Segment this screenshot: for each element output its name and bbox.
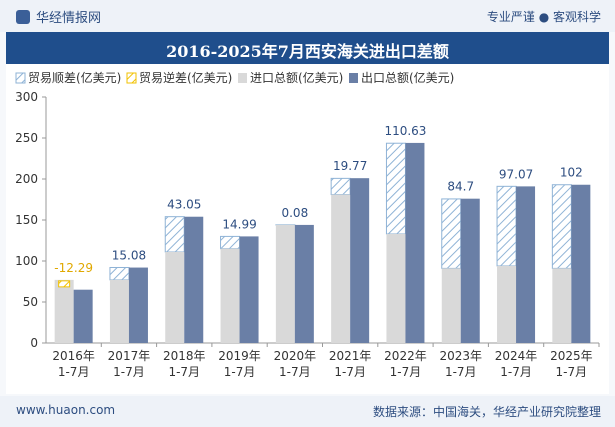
legend-label-2: 进口总额(亿美元) — [250, 70, 343, 85]
surplus-bar-9 — [551, 184, 572, 269]
footer-bar: www.huaon.com 数据来源：中国海关，华经产业研究院整理 — [0, 396, 615, 427]
balance-label-5: 19.77 — [333, 159, 367, 173]
bar-chart: 贸易顺差(亿美元) 贸易逆差(亿美元) 进口总额(亿美元) 出口总额(亿美元) 0 50 1… — [15, 70, 600, 379]
export-bar-9 — [571, 184, 591, 343]
balance-label-3: 14.99 — [222, 217, 256, 231]
deficit-bar-0 — [58, 280, 71, 288]
title-bar: 2016-2025年7月西安海关进出口差额 — [6, 32, 609, 64]
legend-label-1: 贸易逆差(亿美元) — [139, 70, 232, 85]
export-bar-0 — [73, 289, 93, 343]
footer-source: 数据来源：中国海关，华经产业研究院整理 — [372, 405, 601, 419]
y-tick-label-50: 50 — [23, 295, 38, 309]
export-bar-6 — [405, 142, 425, 343]
x-label-year-7: 2023年 — [439, 349, 482, 363]
export-bar-3 — [239, 236, 259, 343]
x-label-period-6: 1-7月 — [390, 365, 422, 379]
legend-swatch-1 — [126, 72, 137, 84]
y-tick-label-250: 250 — [15, 131, 38, 145]
footer-site: www.huaon.com — [16, 403, 116, 417]
x-label-year-0: 2016年 — [52, 349, 95, 363]
import-bar-6 — [386, 233, 406, 343]
top-bar: 华经情报网 专业严谨 ● 客观科学 — [0, 0, 615, 32]
export-bar-2 — [184, 216, 204, 343]
x-label-period-1: 1-7月 — [113, 365, 145, 379]
tagline: 专业严谨 ● 客观科学 — [486, 10, 601, 24]
brand-logo-icon — [16, 10, 30, 24]
import-bar-9 — [552, 268, 572, 343]
balance-label-6: 110.63 — [384, 124, 426, 138]
balance-label-9: 102 — [560, 166, 583, 180]
x-label-period-5: 1-7月 — [334, 365, 366, 379]
surplus-bar-3 — [220, 235, 241, 250]
x-label-year-8: 2024年 — [495, 349, 538, 363]
y-tick-label-150: 150 — [15, 213, 38, 227]
brand: 华经情报网 — [16, 7, 101, 26]
legend-swatch-0 — [15, 72, 26, 84]
x-label-year-1: 2017年 — [108, 349, 151, 363]
chart-area: 贸易顺差(亿美元) 贸易逆差(亿美元) 进口总额(亿美元) 出口总额(亿美元) 0 50 1… — [6, 64, 609, 394]
x-label-year-5: 2021年 — [329, 349, 372, 363]
y-tick-label-100: 100 — [15, 254, 38, 268]
x-label-year-3: 2019年 — [218, 349, 261, 363]
surplus-bar-7 — [441, 198, 462, 269]
x-label-period-9: 1-7月 — [556, 365, 588, 379]
x-label-period-0: 1-7月 — [58, 365, 90, 379]
x-label-year-4: 2020年 — [274, 349, 317, 363]
x-label-year-6: 2022年 — [384, 349, 427, 363]
export-bar-4 — [294, 224, 314, 343]
export-bar-1 — [128, 267, 148, 343]
x-label-year-9: 2025年 — [550, 349, 593, 363]
brand-name: 华经情报网 — [36, 11, 102, 26]
balance-label-4: 0.08 — [281, 206, 308, 220]
y-tick-label-200: 200 — [15, 172, 38, 186]
import-bar-1 — [109, 279, 129, 343]
surplus-bar-6 — [385, 142, 406, 235]
import-bar-3 — [220, 248, 240, 343]
surplus-bar-1 — [109, 266, 130, 281]
import-bar-0 — [54, 279, 74, 343]
import-bar-2 — [165, 251, 185, 343]
legend-swatch-3 — [349, 73, 358, 83]
x-label-period-2: 1-7月 — [168, 365, 200, 379]
import-bar-7 — [441, 268, 461, 343]
chart-title: 2016-2025年7月西安海关进出口差额 — [166, 42, 449, 61]
x-label-year-2: 2018年 — [163, 349, 206, 363]
surplus-bar-2 — [164, 216, 185, 253]
y-tick-label-0: 0 — [30, 336, 38, 350]
surplus-bar-8 — [496, 185, 517, 267]
balance-label-1: 15.08 — [112, 248, 146, 262]
surplus-bar-5 — [330, 177, 351, 196]
import-bar-5 — [331, 194, 351, 343]
x-label-period-7: 1-7月 — [445, 365, 477, 379]
export-bar-7 — [460, 198, 480, 343]
balance-label-2: 43.05 — [167, 198, 201, 212]
balance-label-8: 97.07 — [499, 167, 533, 181]
import-bar-8 — [497, 265, 517, 343]
x-label-period-3: 1-7月 — [224, 365, 256, 379]
x-label-period-4: 1-7月 — [279, 365, 311, 379]
legend-label-0: 贸易顺差(亿美元) — [28, 70, 121, 85]
x-label-period-8: 1-7月 — [500, 365, 532, 379]
y-tick-label-300: 300 — [15, 90, 38, 104]
export-bar-5 — [350, 178, 370, 343]
balance-label-0: -12.29 — [54, 261, 93, 275]
export-bar-8 — [516, 186, 536, 343]
import-bar-4 — [275, 224, 295, 343]
balance-label-7: 84.7 — [447, 180, 474, 194]
legend-label-3: 出口总额(亿美元) — [361, 70, 454, 85]
legend-swatch-2 — [238, 73, 247, 83]
